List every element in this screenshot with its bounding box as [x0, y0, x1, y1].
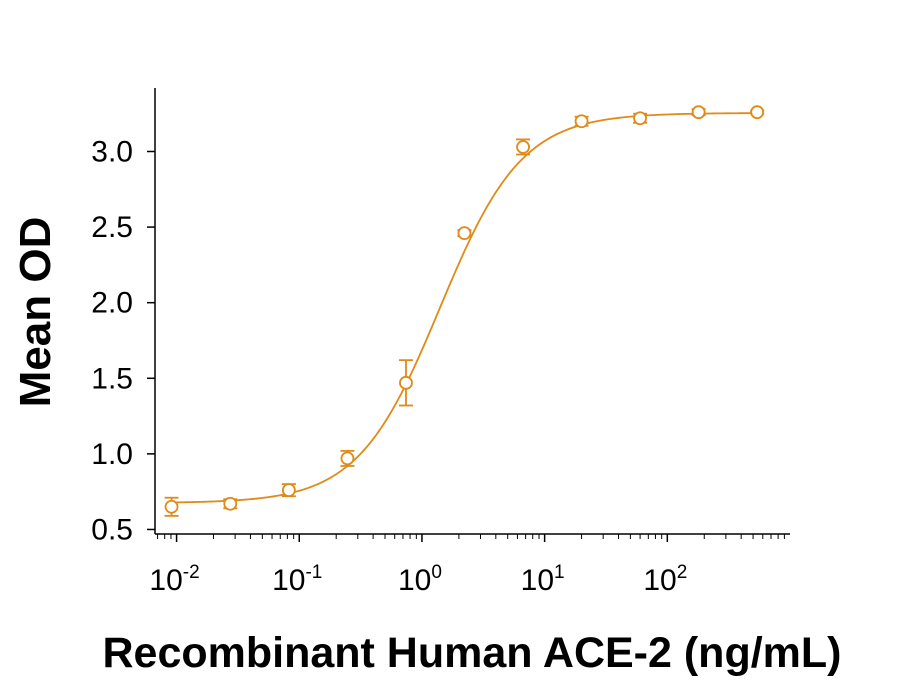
x-tick-label: 10-2	[149, 562, 199, 597]
point-marker	[223, 496, 238, 511]
point-marker	[691, 105, 706, 120]
y-tick-label: 0.5	[91, 513, 133, 546]
y-tick-label: 1.0	[91, 438, 133, 471]
data-points	[164, 105, 765, 517]
point-marker	[399, 375, 413, 390]
point-marker	[281, 483, 296, 498]
point-marker	[164, 499, 179, 514]
data-point	[516, 138, 531, 156]
x-tick-label: 101	[521, 562, 565, 597]
x-axis-ticks: 10-2 10-1 100 101 102	[149, 534, 785, 597]
data-point	[691, 105, 706, 120]
x-tick-label: 102	[643, 562, 687, 597]
data-point	[164, 496, 179, 517]
point-marker	[750, 105, 765, 120]
point-marker	[574, 114, 589, 129]
y-tick-label: 1.5	[91, 362, 133, 395]
data-point	[281, 483, 296, 498]
y-axis-ticks: 0.5 1.0 1.5 2.0 2.5 3.0	[91, 135, 155, 546]
data-point	[633, 111, 648, 126]
data-point	[223, 496, 238, 511]
data-point	[398, 359, 413, 407]
x-tick-label: 10-1	[272, 562, 322, 597]
data-point	[574, 114, 589, 129]
y-tick-label: 2.5	[91, 211, 133, 244]
point-marker	[340, 451, 355, 466]
y-tick-label: 3.0	[91, 135, 133, 168]
fit-curve	[171, 112, 758, 504]
x-axis-title: Recombinant Human ACE-2 (ng/mL)	[103, 629, 842, 677]
x-tick-label: 100	[398, 562, 442, 597]
point-marker	[516, 140, 530, 154]
data-point	[457, 226, 472, 241]
data-point	[750, 105, 765, 120]
y-tick-label: 2.0	[91, 287, 133, 320]
point-marker	[633, 111, 647, 126]
plot-area: 0.5 1.0 1.5 2.0 2.5 3.0 10-2 10-1 100 101 102	[91, 88, 790, 597]
y-axis-title: Mean OD	[11, 217, 60, 408]
point-marker	[457, 226, 472, 241]
data-point	[340, 449, 355, 467]
